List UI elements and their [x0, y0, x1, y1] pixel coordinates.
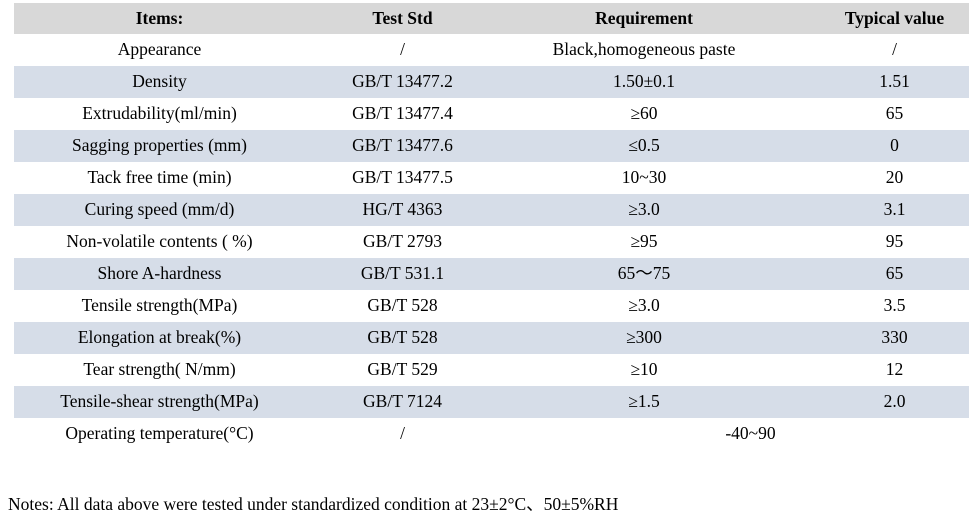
typ-cell: 95 — [788, 226, 969, 258]
req-cell: Black,homogeneous paste — [500, 34, 788, 66]
item-cell: Tensile strength(MPa) — [14, 290, 305, 322]
item-cell: Extrudability(ml/min) — [14, 98, 305, 130]
std-cell: / — [305, 34, 500, 66]
table-row: Tack free time (min) GB/T 13477.5 10~30 … — [14, 162, 969, 194]
std-cell: GB/T 13477.6 — [305, 130, 500, 162]
spec-table-body: Appearance / Black,homogeneous paste / D… — [14, 34, 969, 450]
table-row: Curing speed (mm/d) HG/T 4363 ≥3.0 3.1 — [14, 194, 969, 226]
req-cell: ≥1.5 — [500, 386, 788, 418]
typ-cell: 2.0 — [788, 386, 969, 418]
typ-cell: / — [788, 34, 969, 66]
req-span-cell: -40~90 — [500, 418, 969, 450]
req-cell: ≥10 — [500, 354, 788, 386]
std-cell: GB/T 13477.2 — [305, 66, 500, 98]
table-row: Tensile strength(MPa) GB/T 528 ≥3.0 3.5 — [14, 290, 969, 322]
std-cell: GB/T 528 — [305, 290, 500, 322]
table-row: Tensile-shear strength(MPa) GB/T 7124 ≥1… — [14, 386, 969, 418]
std-cell: GB/T 7124 — [305, 386, 500, 418]
item-cell: Sagging properties (mm) — [14, 130, 305, 162]
std-cell: GB/T 13477.5 — [305, 162, 500, 194]
req-cell: ≥3.0 — [500, 194, 788, 226]
std-cell: GB/T 13477.4 — [305, 98, 500, 130]
typ-cell: 3.1 — [788, 194, 969, 226]
req-cell: ≥300 — [500, 322, 788, 354]
typ-cell: 330 — [788, 322, 969, 354]
typ-cell: 3.5 — [788, 290, 969, 322]
header-typical-value: Typical value — [788, 3, 969, 34]
header-requirement: Requirement — [500, 3, 788, 34]
table-row: Extrudability(ml/min) GB/T 13477.4 ≥60 6… — [14, 98, 969, 130]
notes-text: Notes: All data above were tested under … — [8, 494, 619, 514]
std-cell: GB/T 529 — [305, 354, 500, 386]
spec-table: Items: Test Std Requirement Typical valu… — [14, 3, 969, 450]
spec-table-header: Items: Test Std Requirement Typical valu… — [14, 3, 969, 34]
req-cell: 10~30 — [500, 162, 788, 194]
table-row: Shore A-hardness GB/T 531.1 65～75 65 — [14, 258, 969, 290]
item-cell: Tensile-shear strength(MPa) — [14, 386, 305, 418]
table-row: Elongation at break(%) GB/T 528 ≥300 330 — [14, 322, 969, 354]
typ-cell: 20 — [788, 162, 969, 194]
table-row: Sagging properties (mm) GB/T 13477.6 ≤0.… — [14, 130, 969, 162]
table-row: Operating temperature(°C) / -40~90 — [14, 418, 969, 450]
req-cell: ≥95 — [500, 226, 788, 258]
typ-cell: 1.51 — [788, 66, 969, 98]
std-cell: / — [305, 418, 500, 450]
std-cell: GB/T 2793 — [305, 226, 500, 258]
req-cell: ≥60 — [500, 98, 788, 130]
header-row: Items: Test Std Requirement Typical valu… — [14, 3, 969, 34]
header-test-std: Test Std — [305, 3, 500, 34]
item-cell: Operating temperature(°C) — [14, 418, 305, 450]
item-cell: Shore A-hardness — [14, 258, 305, 290]
item-cell: Non-volatile contents ( %) — [14, 226, 305, 258]
std-cell: GB/T 528 — [305, 322, 500, 354]
req-cell: 1.50±0.1 — [500, 66, 788, 98]
table-row: Density GB/T 13477.2 1.50±0.1 1.51 — [14, 66, 969, 98]
table-row: Tear strength( N/mm) GB/T 529 ≥10 12 — [14, 354, 969, 386]
header-items: Items: — [14, 3, 305, 34]
req-cell: 65～75 — [500, 258, 788, 290]
table-row: Non-volatile contents ( %) GB/T 2793 ≥95… — [14, 226, 969, 258]
item-cell: Tear strength( N/mm) — [14, 354, 305, 386]
table-row: Appearance / Black,homogeneous paste / — [14, 34, 969, 66]
typ-cell: 65 — [788, 258, 969, 290]
req-cell: ≤0.5 — [500, 130, 788, 162]
item-cell: Tack free time (min) — [14, 162, 305, 194]
item-cell: Density — [14, 66, 305, 98]
item-cell: Curing speed (mm/d) — [14, 194, 305, 226]
typ-cell: 12 — [788, 354, 969, 386]
std-cell: GB/T 531.1 — [305, 258, 500, 290]
typ-cell: 65 — [788, 98, 969, 130]
item-cell: Elongation at break(%) — [14, 322, 305, 354]
item-cell: Appearance — [14, 34, 305, 66]
typ-cell: 0 — [788, 130, 969, 162]
std-cell: HG/T 4363 — [305, 194, 500, 226]
req-cell: ≥3.0 — [500, 290, 788, 322]
